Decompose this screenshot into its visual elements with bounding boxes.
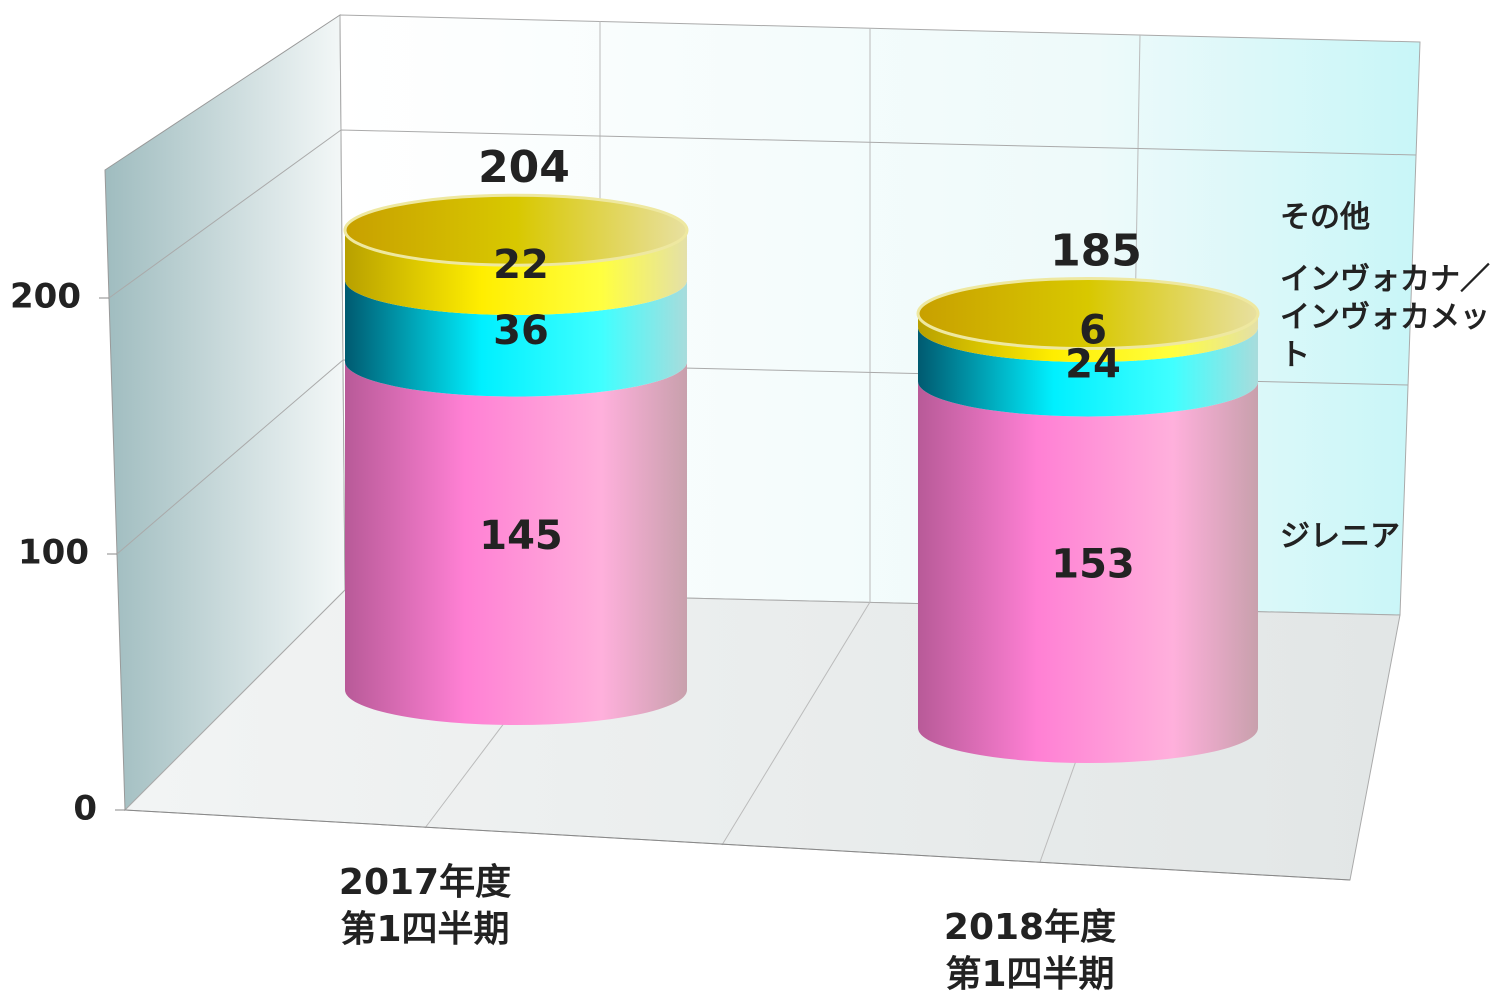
total-label: 185	[1050, 226, 1142, 277]
grid-line	[108, 129, 1417, 299]
y-tick-label: 0	[73, 789, 97, 829]
value-label: 24	[1065, 341, 1121, 387]
value-label: 22	[493, 242, 549, 288]
value-label: 36	[493, 308, 549, 354]
legend-label: その他	[1280, 200, 1370, 235]
legend-label: インヴォカナ／ インヴォカメット	[1280, 262, 1490, 373]
x-tick-label: 2018年度 第1四半期	[943, 907, 1117, 995]
cylinder-segment	[918, 313, 1258, 363]
cylinder-segment	[918, 381, 1258, 763]
legend-label: ジレニア	[1280, 519, 1400, 554]
cylinder-segment	[345, 361, 687, 725]
total-label: 204	[478, 142, 570, 193]
y-tick-label: 100	[18, 533, 89, 573]
value-label: 6	[1079, 307, 1107, 353]
value-label: 153	[1051, 542, 1135, 588]
x-tick-label: 2017年度 第1四半期	[338, 862, 512, 950]
y-tick-label: 200	[10, 277, 81, 317]
cylinder-segment	[345, 280, 687, 397]
cylinder-segment	[345, 230, 687, 316]
cylinder-segment	[918, 327, 1258, 417]
cylinder-top	[916, 277, 1260, 351]
floor-divider	[721, 601, 871, 846]
cylinder-top	[343, 193, 689, 267]
value-label: 145	[479, 513, 563, 559]
x-axis	[124, 809, 1351, 881]
